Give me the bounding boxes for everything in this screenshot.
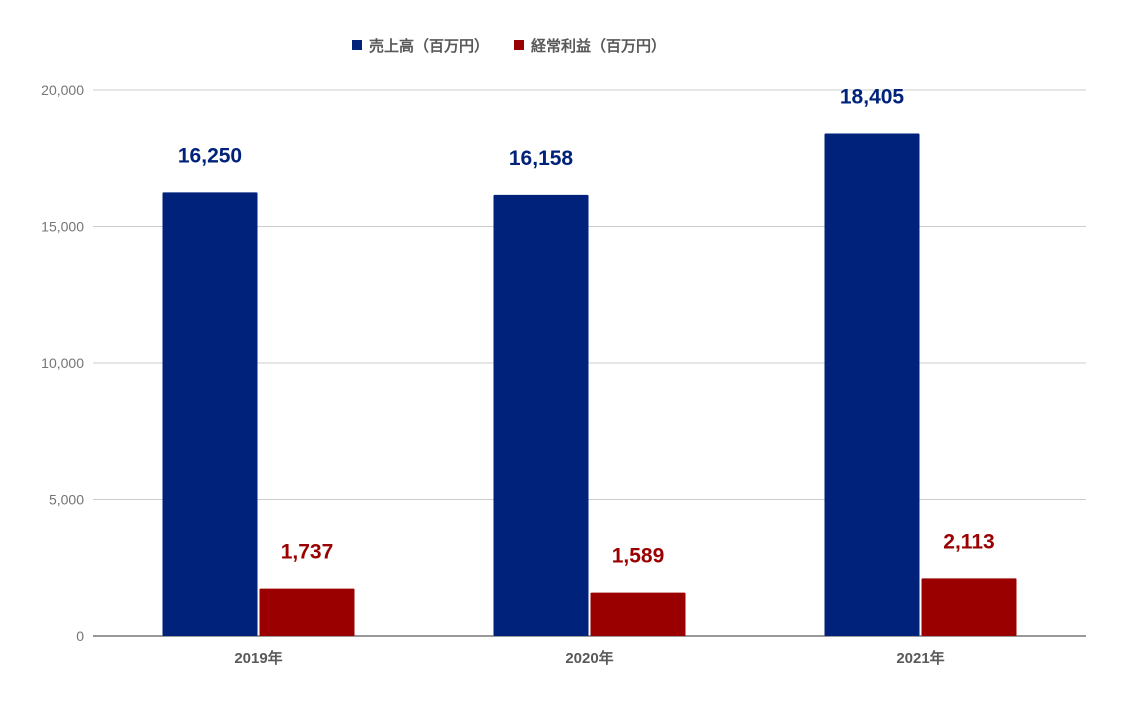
y-tick-label: 15,000 bbox=[41, 219, 84, 235]
gridlines bbox=[93, 89, 1086, 637]
bars bbox=[162, 133, 1017, 636]
y-tick-label: 20,000 bbox=[41, 82, 84, 98]
x-tick-label: 2021年 bbox=[896, 649, 944, 667]
bar-sales-2021年 bbox=[824, 133, 920, 636]
legend-swatch-1 bbox=[352, 40, 362, 50]
y-tick-label: 0 bbox=[76, 628, 84, 644]
legend-swatch-2 bbox=[514, 40, 524, 50]
bar-sales-2020年 bbox=[493, 194, 589, 636]
y-tick-label: 5,000 bbox=[49, 492, 84, 508]
bar-ordinary-profit-2021年 bbox=[921, 578, 1017, 636]
data-label-sales: 18,405 bbox=[840, 86, 905, 109]
legend-label-2: 経常利益（百万円） bbox=[531, 37, 666, 55]
y-axis-ticks: 0 5,000 10,000 15,000 20,000 bbox=[41, 82, 84, 644]
bar-ordinary-profit-2019年 bbox=[259, 588, 355, 636]
data-label-ordinary-profit: 2,113 bbox=[943, 530, 994, 553]
data-label-sales: 16,158 bbox=[509, 147, 574, 170]
data-label-sales: 16,250 bbox=[178, 144, 242, 167]
bar-sales-2019年 bbox=[162, 192, 258, 636]
x-axis-ticks: 2019年 2020年 2021年 bbox=[234, 649, 944, 667]
x-tick-label: 2019年 bbox=[234, 649, 282, 667]
legend: 売上高（百万円） 経常利益（百万円） bbox=[352, 37, 666, 55]
data-label-ordinary-profit: 1,589 bbox=[612, 545, 665, 568]
x-tick-label: 2020年 bbox=[565, 649, 613, 667]
data-label-ordinary-profit: 1,737 bbox=[281, 541, 334, 564]
data-labels: 16,250 1,737 16,158 1,589 18,405 2,113 bbox=[178, 86, 995, 568]
legend-label-1: 売上高（百万円） bbox=[369, 37, 489, 55]
bar-ordinary-profit-2020年 bbox=[590, 592, 686, 636]
y-tick-label: 10,000 bbox=[41, 355, 84, 371]
